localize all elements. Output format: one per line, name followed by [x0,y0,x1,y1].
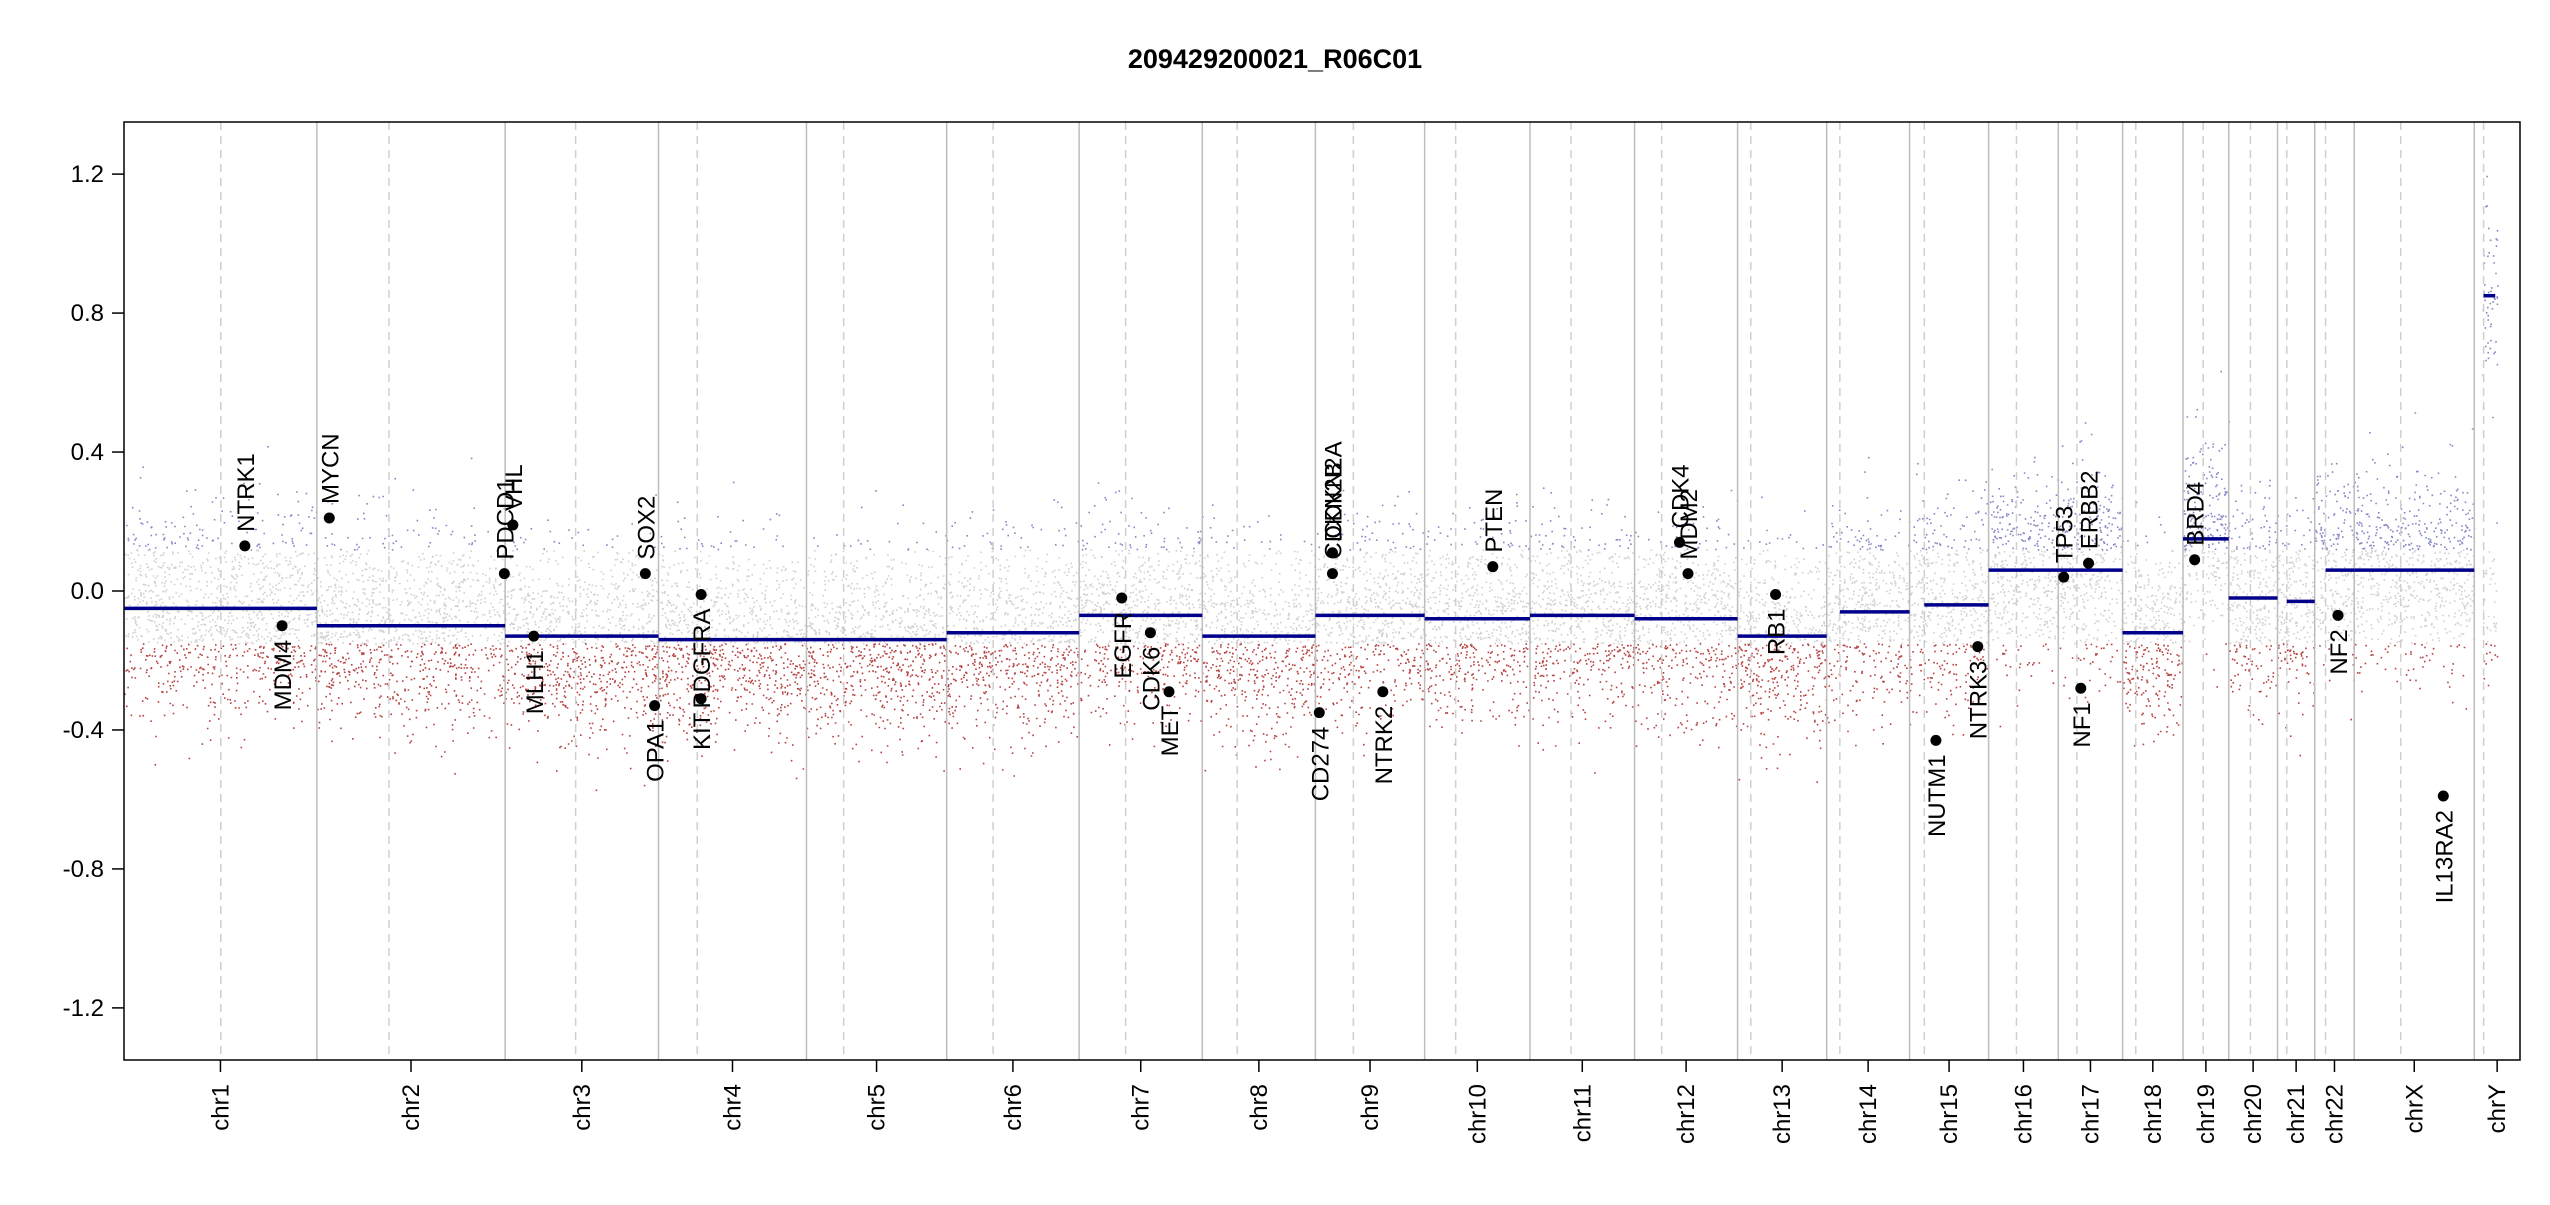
gene-marker-egfr [1116,592,1128,604]
gene-marker-mdm2 [1682,568,1694,580]
y-tick-label-1: 0.8 [71,300,104,327]
plot-frame [123,121,2521,1061]
gene-marker-pten [1487,561,1499,573]
gene-marker-cdkn2a [1326,547,1338,559]
gene-marker-mdm4 [276,620,288,632]
gene-marker-cdk6 [1144,627,1156,639]
gene-label-erbb2: ERBB2 [2077,471,2104,550]
gene-marker-nutm1 [1930,734,1942,746]
x-tick-label-chr7: chr7 [1128,1084,1155,1131]
gene-marker-pdcd1 [498,568,510,580]
y-tick-label-3: 0.0 [71,578,104,605]
gene-marker-cdkn2b [1326,568,1338,580]
gene-marker-pdgfra [695,588,707,600]
x-tick-label-chr4: chr4 [719,1084,746,1131]
x-tick-label-chr9: chr9 [1357,1084,1384,1131]
gene-label-vhl: VHL [501,464,528,511]
gene-marker-brd4 [2189,554,2201,566]
chart-title: 209429200021_R06C01 [1127,44,1423,74]
gene-label-cdkn2a: CDKN2A [1320,441,1347,538]
gene-marker-nf2 [2332,609,2344,621]
gene-label-kit: KIT [689,712,716,750]
x-tick-label-chr5: chr5 [864,1084,891,1131]
y-tick-label-5: -0.8 [63,856,104,883]
gene-label-mdm2: MDM2 [1676,489,1703,560]
x-tick-label-chr18: chr18 [2140,1084,2167,1144]
gene-label-cdk6: CDK6 [1138,647,1165,711]
gene-label-nf1: NF1 [2069,702,2096,747]
gene-label-met: MET [1157,705,1184,756]
gene-label-il13ra2: IL13RA2 [2431,810,2458,903]
x-tick-label-chr2: chr2 [398,1084,425,1131]
gene-label-cdkn2b: CDKN2B [1320,462,1347,559]
gene-marker-kit [695,693,707,705]
x-tick-label-chr11: chr11 [1569,1084,1596,1142]
gene-marker-nf1 [2075,682,2087,694]
gene-marker-opa1 [649,700,661,712]
x-tick-label-chr13: chr13 [1769,1084,1796,1144]
gene-label-tp53: TP53 [2052,506,2079,563]
gene-label-ntrk2: NTRK2 [1371,706,1398,785]
gene-marker-mlh1 [528,630,540,642]
gene-marker-ntrk1 [239,540,251,552]
gene-label-ntrk3: NTRK3 [1966,661,1993,740]
x-tick-label-chr6: chr6 [1000,1084,1027,1131]
gene-marker-cdk4 [1674,536,1686,548]
gene-marker-sox2 [639,568,651,580]
gene-marker-ntrk3 [1972,641,1984,653]
gene-marker-met [1163,686,1175,698]
x-tick-label-chr10: chr10 [1464,1084,1491,1144]
x-tick-label-chr17: chr17 [2077,1084,2104,1144]
x-tick-label-chr20: chr20 [2240,1084,2267,1144]
gene-label-pdcd1: PDCD1 [492,478,519,559]
gene-marker-il13ra2 [2437,790,2449,802]
gene-label-mlh1: MLH1 [522,650,549,714]
gene-marker-mycn [323,512,335,524]
gene-label-nf2: NF2 [2326,629,2353,674]
gene-marker-ntrk2 [1377,686,1389,698]
x-tick-label-chr12: chr12 [1673,1084,1700,1144]
x-tick-label-chr3: chr3 [569,1084,596,1131]
gene-label-opa1: OPA1 [643,720,670,782]
y-tick-label-6: -1.2 [63,995,104,1022]
gene-marker-rb1 [1770,588,1782,600]
gene-label-rb1: RB1 [1764,608,1791,655]
probe-points-gain [126,175,2499,551]
gene-marker-tp53 [2058,571,2070,583]
y-tick-label-4: -0.4 [63,717,104,744]
gene-label-egfr: EGFR [1110,612,1137,679]
gene-label-nutm1: NUTM1 [1924,754,1951,837]
gene-label-mycn: MYCN [317,433,344,504]
gene-label-ntrk1: NTRK1 [233,453,260,532]
gene-marker-cd274 [1313,707,1325,719]
gene-label-sox2: SOX2 [633,496,660,560]
x-tick-label-chr1: chr1 [207,1084,234,1131]
x-tick-label-chr22: chr22 [2321,1084,2348,1144]
probe-points-neutral [124,549,2498,645]
y-tick-label-2: 0.4 [71,439,104,466]
gene-label-mdm4: MDM4 [270,640,297,711]
gene-marker-vhl [507,519,519,531]
gene-label-brd4: BRD4 [2183,482,2210,546]
x-tick-label-chr21: chr21 [2283,1084,2310,1144]
x-tick-label-chr16: chr16 [2010,1084,2037,1144]
gene-label-cd274: CD274 [1307,727,1334,802]
gene-marker-erbb2 [2083,557,2095,569]
x-tick-label-chrY: chrY [2484,1084,2511,1133]
gene-label-pdgfra: PDGFRA [689,608,716,708]
x-tick-label-chrX: chrX [2401,1084,2428,1133]
gene-label-cdk4: CDK4 [1668,464,1695,528]
gene-label-pten: PTEN [1481,489,1508,553]
x-tick-label-chr15: chr15 [1936,1084,1963,1144]
x-tick-label-chr19: chr19 [2193,1084,2220,1144]
x-tick-label-chr14: chr14 [1855,1084,1882,1144]
x-tick-label-chr8: chr8 [1246,1084,1273,1131]
y-tick-label-0: 1.2 [71,161,104,188]
